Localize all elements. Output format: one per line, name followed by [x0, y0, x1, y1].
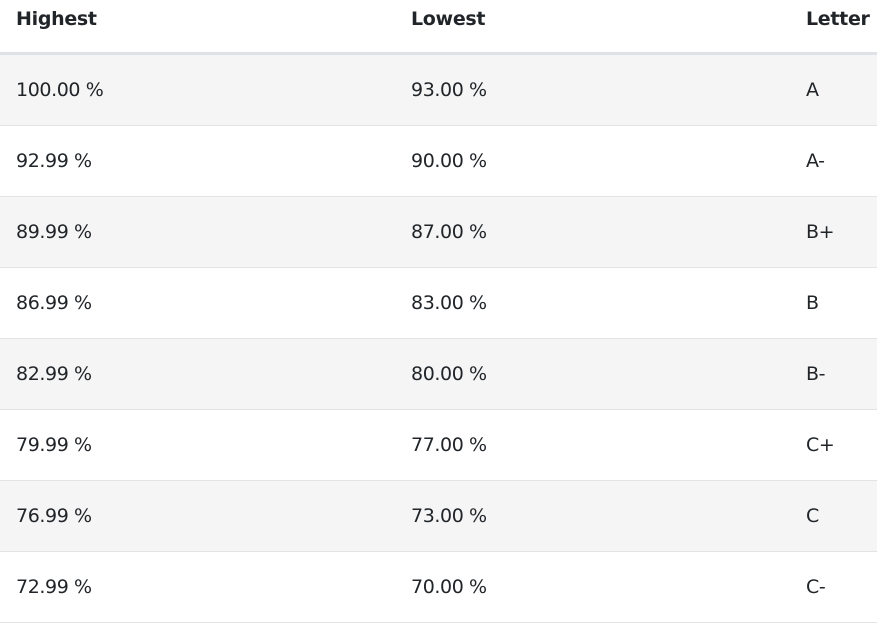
cell-highest: 89.99 %: [0, 196, 395, 268]
cell-highest: 72.99 %: [0, 551, 395, 623]
cell-highest: 82.99 %: [0, 338, 395, 410]
cell-highest: 76.99 %: [0, 480, 395, 552]
header-lowest: Lowest: [395, 0, 790, 55]
table-row: 100.00 % 93.00 % A: [0, 53, 877, 126]
cell-letter: A-: [790, 125, 877, 197]
cell-letter: B+: [790, 196, 877, 268]
header-letter: Letter: [790, 0, 877, 55]
table-row: 76.99 % 73.00 % C: [0, 480, 877, 552]
cell-lowest: 70.00 %: [395, 551, 790, 623]
cell-letter: C-: [790, 551, 877, 623]
cell-lowest: 77.00 %: [395, 409, 790, 481]
cell-letter: A: [790, 53, 877, 126]
cell-highest: 100.00 %: [0, 53, 395, 126]
cell-lowest: 83.00 %: [395, 267, 790, 339]
cell-highest: 92.99 %: [0, 125, 395, 197]
cell-letter: B-: [790, 338, 877, 410]
table-row: 89.99 % 87.00 % B+: [0, 196, 877, 268]
cell-highest: 79.99 %: [0, 409, 395, 481]
cell-lowest: 73.00 %: [395, 480, 790, 552]
cell-letter: C: [790, 480, 877, 552]
cell-highest: 86.99 %: [0, 267, 395, 339]
cell-lowest: 87.00 %: [395, 196, 790, 268]
table-row: 72.99 % 70.00 % C-: [0, 551, 877, 623]
table-row: 86.99 % 83.00 % B: [0, 267, 877, 339]
cell-lowest: 93.00 %: [395, 53, 790, 126]
table-row: 92.99 % 90.00 % A-: [0, 125, 877, 197]
header-row: Highest Lowest Letter: [0, 0, 877, 55]
table-row: 79.99 % 77.00 % C+: [0, 409, 877, 481]
header-highest: Highest: [0, 0, 395, 55]
cell-letter: C+: [790, 409, 877, 481]
table-row: 82.99 % 80.00 % B-: [0, 338, 877, 410]
cell-lowest: 90.00 %: [395, 125, 790, 197]
cell-letter: B: [790, 267, 877, 339]
cell-lowest: 80.00 %: [395, 338, 790, 410]
